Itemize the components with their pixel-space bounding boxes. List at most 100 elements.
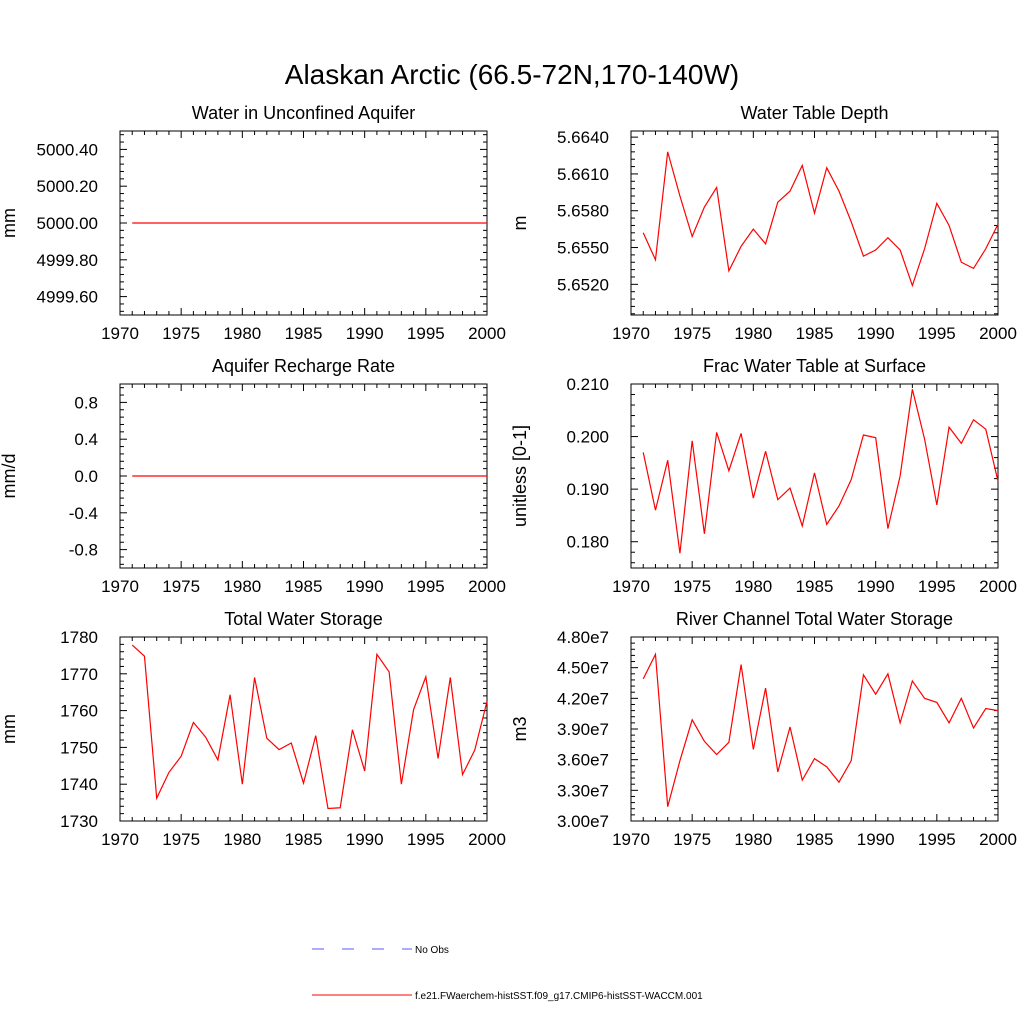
x-tick-label: 1975 xyxy=(162,577,200,596)
x-tick-label: 1990 xyxy=(346,324,384,343)
x-tick-label: 1985 xyxy=(796,324,834,343)
series-line xyxy=(131,644,488,810)
y-tick-label: 5.6580 xyxy=(557,202,609,221)
x-tick-label: 1990 xyxy=(857,324,895,343)
y-tick-label: 1770 xyxy=(60,665,98,684)
y-tick-label: 5.6610 xyxy=(557,165,609,184)
chart-panel: Total Water Storage mm 1970 1975 1980 1985 199… xyxy=(0,609,506,849)
panel-title: Water Table Depth xyxy=(740,103,888,123)
x-tick-label: 1970 xyxy=(101,324,139,343)
y-tick-label: 5.6640 xyxy=(557,128,609,147)
x-tick-label: 1985 xyxy=(285,830,323,849)
x-tick-label: 1995 xyxy=(918,324,956,343)
panel-title: Total Water Storage xyxy=(224,609,382,629)
chart-panel: River Channel Total Water Storage m3 1970 1… xyxy=(510,609,1017,849)
legend-item: No Obs xyxy=(312,945,449,956)
plot-frame xyxy=(630,636,999,822)
y-tick-label: 3.00e7 xyxy=(557,812,609,831)
x-tick-label: 1970 xyxy=(612,830,650,849)
x-tick-label: 1980 xyxy=(223,577,261,596)
x-tick-label: 1980 xyxy=(734,577,772,596)
panel-title: River Channel Total Water Storage xyxy=(676,609,953,629)
chart-panel: Water Table Depth m 1970 1975 1980 1985 1990 19… xyxy=(510,103,1017,343)
y-tick-label: 0.200 xyxy=(566,428,609,447)
y-axis-label: mm xyxy=(0,208,19,238)
plot-frame xyxy=(630,383,999,569)
y-tick-label: 0.210 xyxy=(566,375,609,394)
y-tick-label: 0.4 xyxy=(74,430,98,449)
y-tick-label: 3.90e7 xyxy=(557,720,609,739)
series-line xyxy=(642,652,999,807)
y-tick-label: 1780 xyxy=(60,628,98,647)
x-tick-label: 1985 xyxy=(285,577,323,596)
y-tick-label: 5000.40 xyxy=(37,140,98,159)
y-tick-label: 0.180 xyxy=(566,533,609,552)
y-tick-label: 4999.80 xyxy=(37,251,98,270)
x-tick-label: 2000 xyxy=(468,577,506,596)
y-tick-label: 1750 xyxy=(60,738,98,757)
plot-frame xyxy=(119,636,488,822)
x-tick-label: 1990 xyxy=(857,577,895,596)
y-tick-label: -0.8 xyxy=(69,541,98,560)
x-tick-label: 1970 xyxy=(101,577,139,596)
x-tick-label: 2000 xyxy=(979,577,1017,596)
x-tick-label: 1975 xyxy=(162,324,200,343)
legend: No Obs f.e21.FWaerchem-histSST.f09_g17.CM… xyxy=(312,945,703,1002)
y-tick-label: 0.8 xyxy=(74,393,98,412)
y-tick-label: 4.80e7 xyxy=(557,628,609,647)
panels: Water in Unconfined Aquifer mm 1970 1975 198… xyxy=(0,103,1017,849)
y-axis-label: mm xyxy=(0,714,19,744)
y-axis-label: mm/d xyxy=(0,454,19,499)
y-tick-label: 1740 xyxy=(60,775,98,794)
x-tick-label: 1995 xyxy=(407,577,445,596)
y-tick-label: 0.0 xyxy=(74,467,98,486)
x-tick-label: 1970 xyxy=(101,830,139,849)
y-tick-label: 4999.60 xyxy=(37,288,98,307)
x-tick-label: 1975 xyxy=(673,324,711,343)
y-tick-label: 0.190 xyxy=(566,480,609,499)
plot-frame xyxy=(630,130,999,316)
y-axis-label: m xyxy=(510,216,530,231)
legend-label: f.e21.FWaerchem-histSST.f09_g17.CMIP6-hi… xyxy=(415,991,703,1002)
x-tick-label: 1985 xyxy=(796,830,834,849)
y-tick-label: 4.50e7 xyxy=(557,659,609,678)
x-tick-label: 1980 xyxy=(223,324,261,343)
y-tick-label: 3.30e7 xyxy=(557,781,609,800)
x-tick-label: 1995 xyxy=(918,577,956,596)
x-tick-label: 2000 xyxy=(468,830,506,849)
y-tick-label: 4.20e7 xyxy=(557,689,609,708)
x-tick-label: 1975 xyxy=(673,577,711,596)
x-tick-label: 2000 xyxy=(979,324,1017,343)
legend-item: f.e21.FWaerchem-histSST.f09_g17.CMIP6-hi… xyxy=(312,991,703,1002)
y-tick-label: 5.6550 xyxy=(557,239,609,258)
panel-title: Water in Unconfined Aquifer xyxy=(192,103,415,123)
y-tick-label: 1730 xyxy=(60,812,98,831)
chart-panel: Frac Water Table at Surface unitless [0-1… xyxy=(510,356,1017,596)
y-tick-label: 5000.20 xyxy=(37,177,98,196)
y-axis-label: unitless [0-1] xyxy=(510,425,530,527)
x-tick-label: 1980 xyxy=(223,830,261,849)
chart-panel: Aquifer Recharge Rate mm/d 1970 1975 1980 198… xyxy=(0,356,506,596)
x-tick-label: 2000 xyxy=(468,324,506,343)
chart-panel: Water in Unconfined Aquifer mm 1970 1975 198… xyxy=(0,103,506,343)
legend-label: No Obs xyxy=(415,945,449,956)
x-tick-label: 1995 xyxy=(407,324,445,343)
x-tick-label: 1980 xyxy=(734,324,772,343)
x-tick-label: 1985 xyxy=(796,577,834,596)
panel-title: Frac Water Table at Surface xyxy=(703,356,926,376)
y-tick-label: -0.4 xyxy=(69,504,98,523)
x-tick-label: 1990 xyxy=(346,830,384,849)
x-tick-label: 2000 xyxy=(979,830,1017,849)
x-tick-label: 1985 xyxy=(285,324,323,343)
y-axis-label: m3 xyxy=(510,716,530,741)
y-tick-label: 3.60e7 xyxy=(557,751,609,770)
x-tick-label: 1995 xyxy=(407,830,445,849)
y-tick-label: 1760 xyxy=(60,702,98,721)
x-tick-label: 1980 xyxy=(734,830,772,849)
x-tick-label: 1970 xyxy=(612,577,650,596)
y-tick-label: 5.6520 xyxy=(557,275,609,294)
x-tick-label: 1995 xyxy=(918,830,956,849)
x-tick-label: 1990 xyxy=(857,830,895,849)
x-tick-label: 1970 xyxy=(612,324,650,343)
